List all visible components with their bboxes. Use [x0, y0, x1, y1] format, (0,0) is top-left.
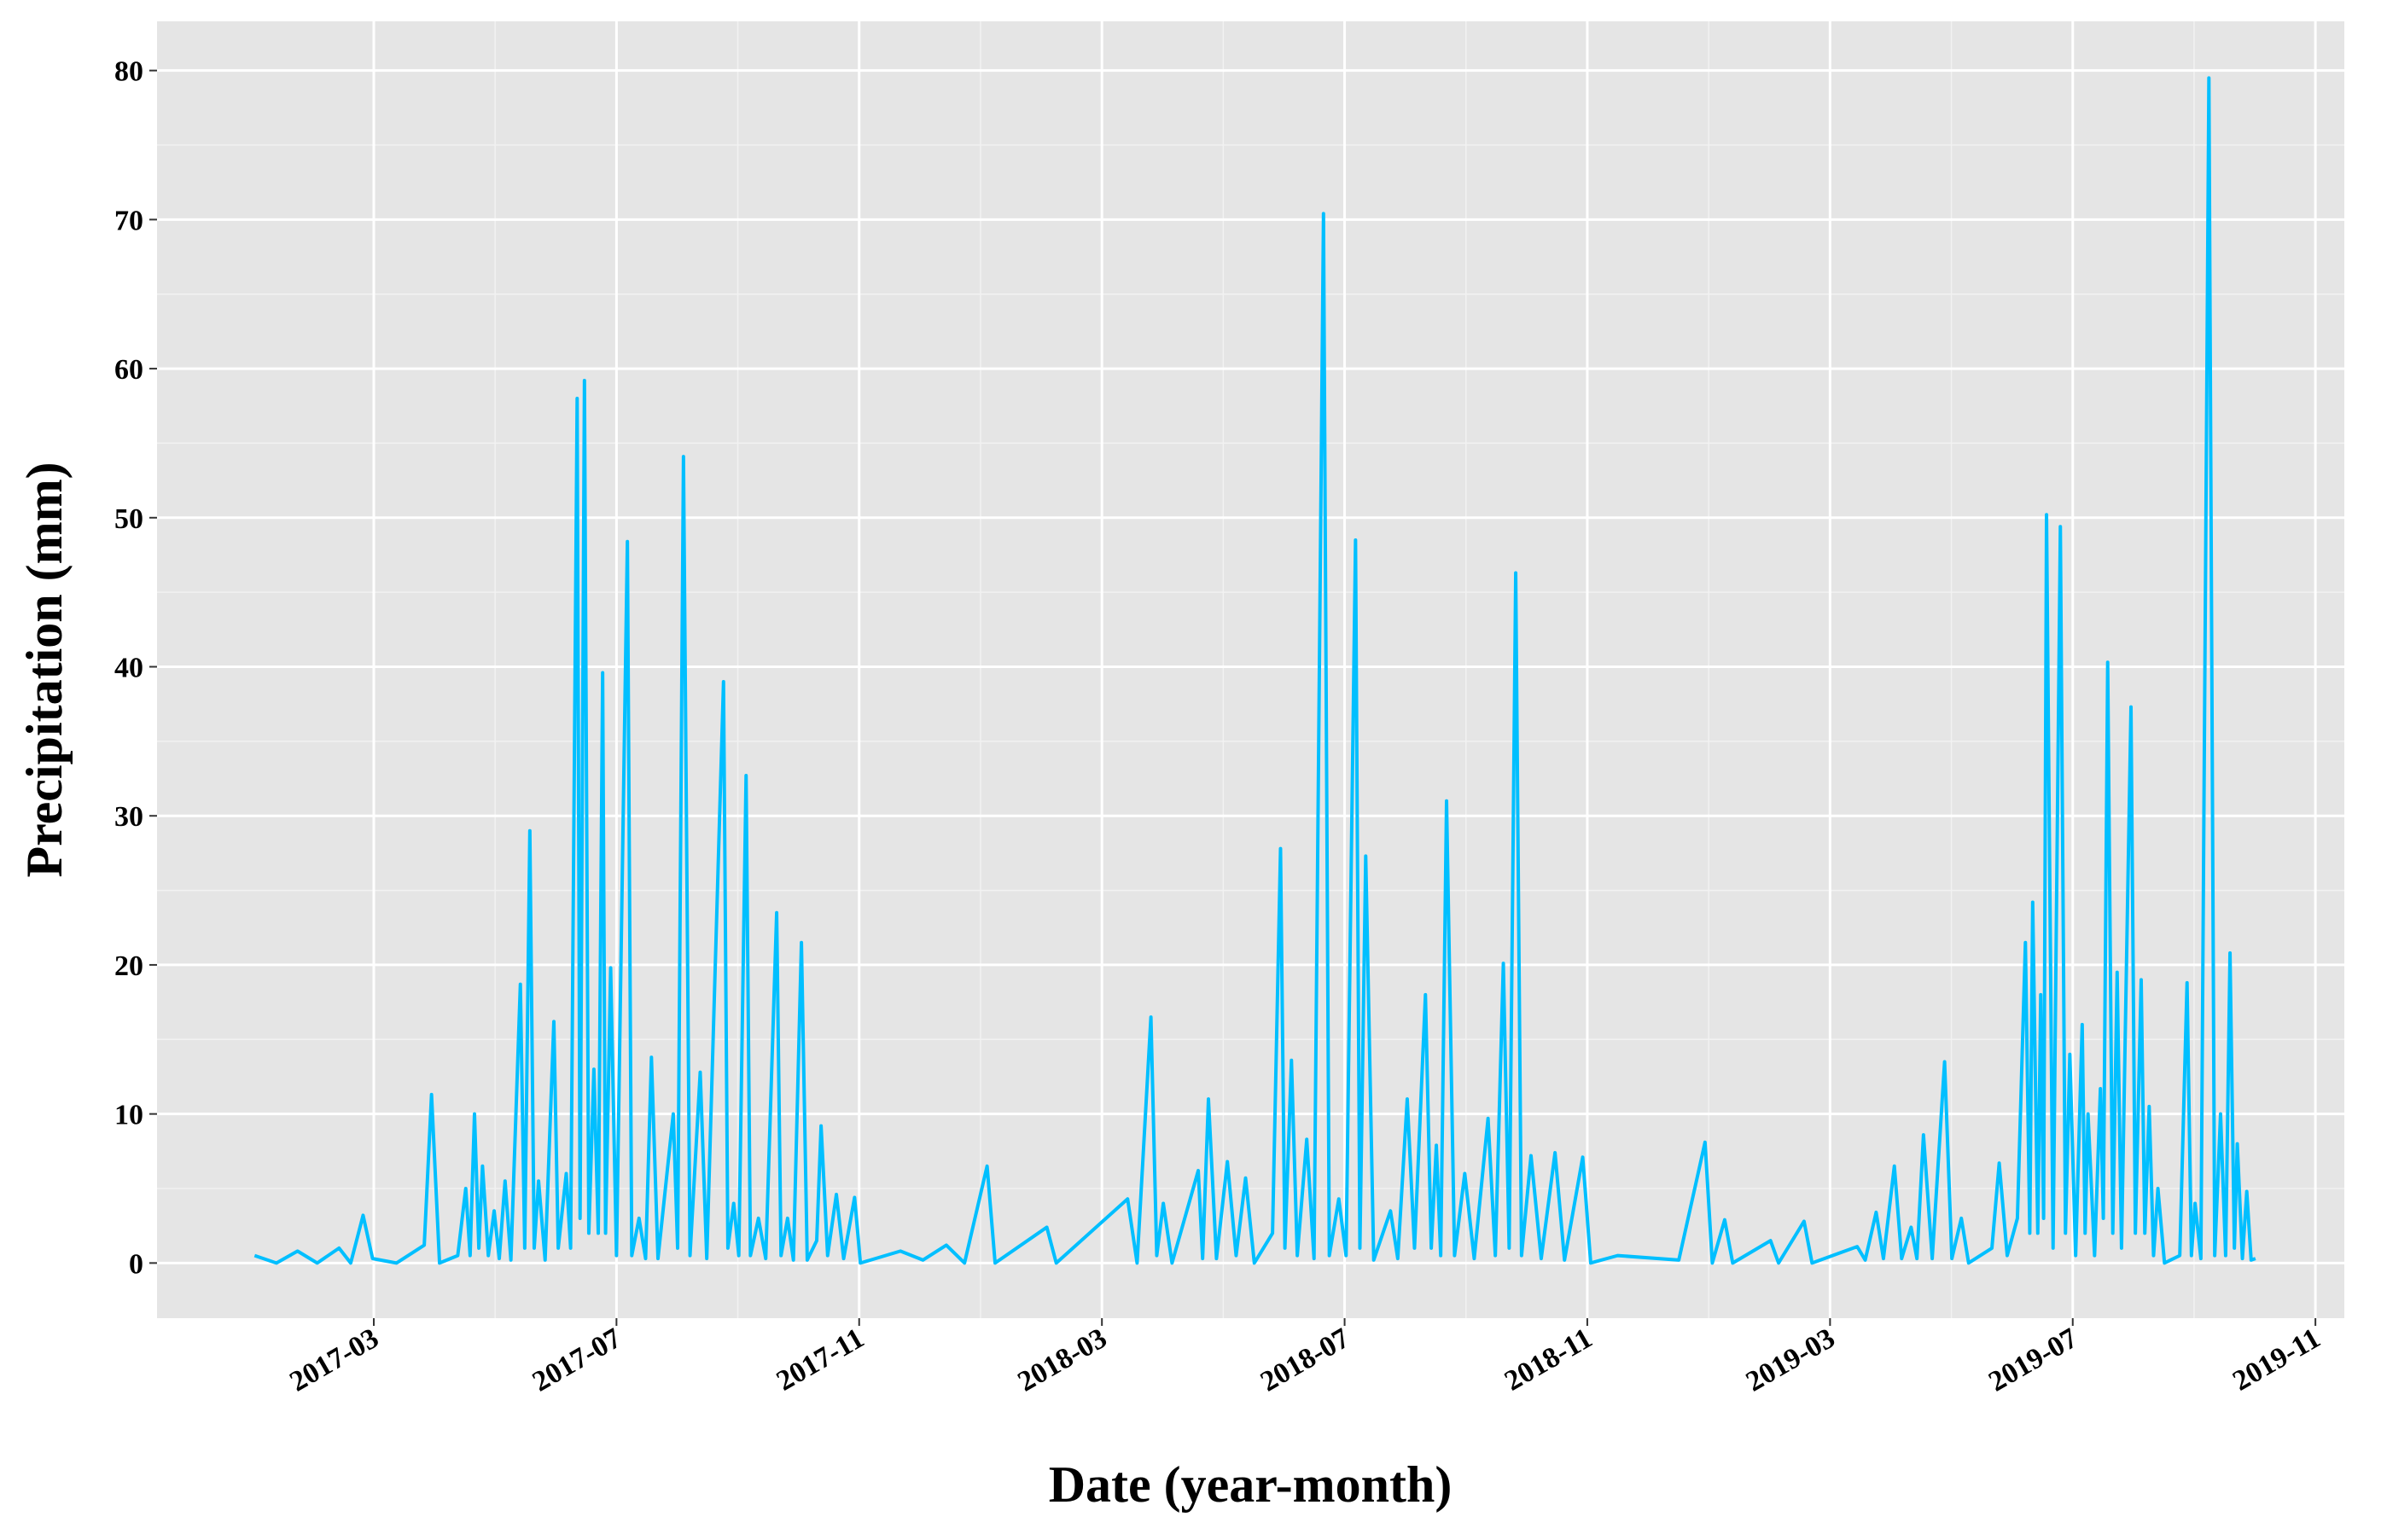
y-tick-label: 80 [114, 56, 143, 88]
x-tick-label: 2019-03 [1741, 1322, 1841, 1398]
y-tick-label: 0 [129, 1248, 143, 1280]
y-tick-label: 50 [114, 503, 143, 535]
y-tick-label: 60 [114, 354, 143, 386]
precipitation-line [253, 76, 2256, 1265]
grid [157, 21, 2344, 1318]
y-tick-label: 20 [114, 950, 143, 982]
x-tick-label: 2019-11 [2227, 1322, 2326, 1398]
y-axis-title: Precipitation (mm) [16, 462, 73, 877]
x-tick-label: 2018-11 [1499, 1322, 1598, 1398]
x-tick-label: 2018-03 [1013, 1322, 1113, 1398]
y-tick-label: 10 [114, 1100, 143, 1131]
y-tick-label: 30 [114, 801, 143, 833]
x-tick-label: 2017-03 [284, 1322, 384, 1398]
marks [253, 76, 2256, 1265]
y-tick-label: 40 [114, 653, 143, 684]
y-tick-label: 70 [114, 205, 143, 236]
x-tick-label: 2019-07 [1983, 1322, 2083, 1398]
x-tick-label: 2018-07 [1255, 1322, 1355, 1398]
x-tick-label: 2017-07 [527, 1322, 627, 1398]
plot-panel [157, 21, 2344, 1318]
x-axis-title: Date (year-month) [1049, 1456, 1453, 1513]
x-tick-label: 2017-11 [771, 1322, 870, 1398]
